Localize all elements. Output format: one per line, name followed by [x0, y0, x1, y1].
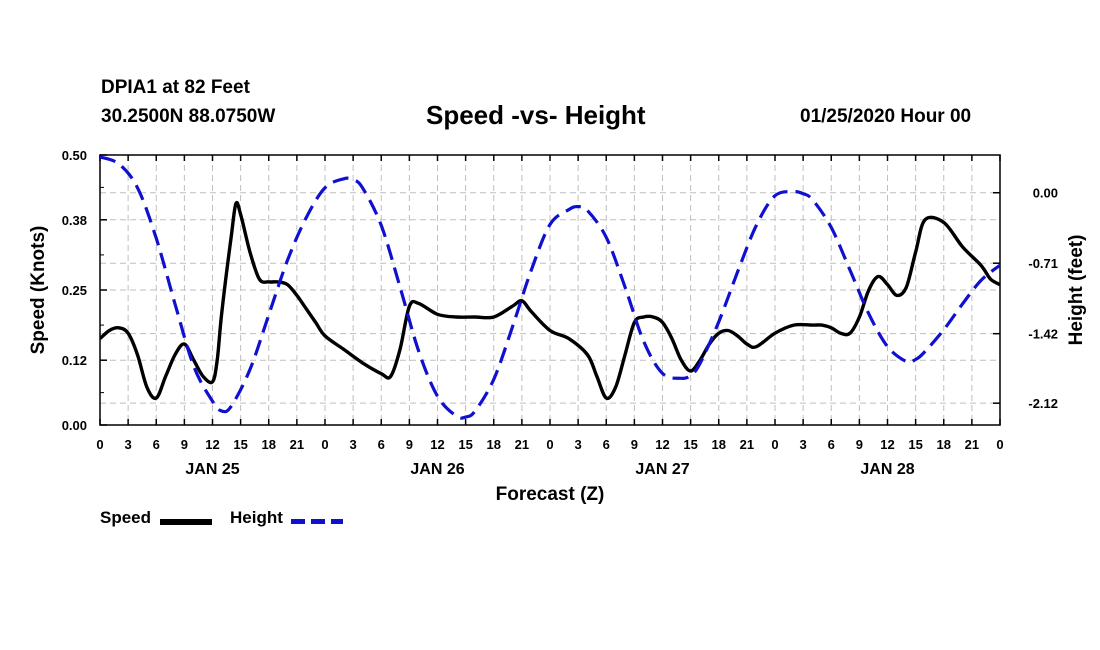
y2-tick-label: -2.12 [1028, 396, 1058, 411]
legend-height-label: Height [230, 508, 283, 527]
x-tick-label: 3 [125, 437, 132, 452]
speed-series-line [100, 200, 1000, 401]
x-tick-label: 0 [96, 437, 103, 452]
y2-axis-title: Height (feet) [1066, 235, 1087, 346]
x-tick-label: 21 [290, 437, 304, 452]
x-tick-label: 3 [575, 437, 582, 452]
x-tick-label: 0 [321, 437, 328, 452]
x-tick-label: 0 [546, 437, 553, 452]
x-tick-label: 6 [153, 437, 160, 452]
x-tick-label: 6 [378, 437, 385, 452]
legend-height-swatch [291, 519, 343, 524]
x-tick-label: 12 [880, 437, 894, 452]
y-tick-label: 0.00 [62, 418, 87, 433]
y-tick-label: 0.12 [62, 353, 87, 368]
x-tick-label: 21 [515, 437, 529, 452]
x-tick-label: 3 [800, 437, 807, 452]
x-axis-title: Forecast (Z) [496, 484, 605, 505]
day-label: JAN 27 [635, 461, 689, 478]
x-tick-label: 18 [487, 437, 501, 452]
y-tick-label: 0.25 [62, 283, 87, 298]
x-tick-label: 0 [771, 437, 778, 452]
station-label: DPIA1 at 82 Feet [101, 77, 250, 98]
x-tick-label: 0 [996, 437, 1003, 452]
x-tick-label: 15 [683, 437, 697, 452]
x-tick-label: 6 [603, 437, 610, 452]
y-axis-title: Speed (Knots) [28, 226, 49, 355]
x-tick-label: 9 [406, 437, 413, 452]
x-tick-label: 15 [908, 437, 922, 452]
x-tick-label: 18 [937, 437, 951, 452]
y-tick-label: 0.38 [62, 213, 87, 228]
day-label: JAN 25 [185, 461, 239, 478]
y2-tick-label: -0.71 [1028, 256, 1058, 271]
x-tick-label: 12 [430, 437, 444, 452]
chart-title: Speed -vs- Height [426, 100, 646, 130]
x-tick-label: 12 [205, 437, 219, 452]
x-tick-label: 21 [965, 437, 979, 452]
coordinates-label: 30.2500N 88.0750W [101, 106, 276, 127]
x-tick-label: 18 [262, 437, 276, 452]
day-label: JAN 28 [860, 461, 914, 478]
x-tick-label: 18 [712, 437, 726, 452]
y2-tick-label: -1.42 [1028, 327, 1058, 342]
x-tick-label: 6 [828, 437, 835, 452]
x-tick-label: 21 [740, 437, 754, 452]
day-label: JAN 26 [410, 461, 464, 478]
legend-speed-label: Speed [100, 508, 152, 527]
forecast-datetime: 01/25/2020 Hour 00 [800, 106, 972, 127]
y2-tick-label: 0.00 [1033, 186, 1058, 201]
x-tick-label: 15 [458, 437, 472, 452]
x-tick-label: 12 [655, 437, 669, 452]
x-tick-label: 9 [631, 437, 638, 452]
x-tick-label: 3 [350, 437, 357, 452]
y-tick-label: 0.50 [62, 148, 87, 163]
x-tick-label: 9 [856, 437, 863, 452]
legend-speed-swatch [160, 519, 212, 525]
height-series-line [100, 155, 1000, 420]
x-tick-label: 15 [233, 437, 247, 452]
x-tick-label: 9 [181, 437, 188, 452]
